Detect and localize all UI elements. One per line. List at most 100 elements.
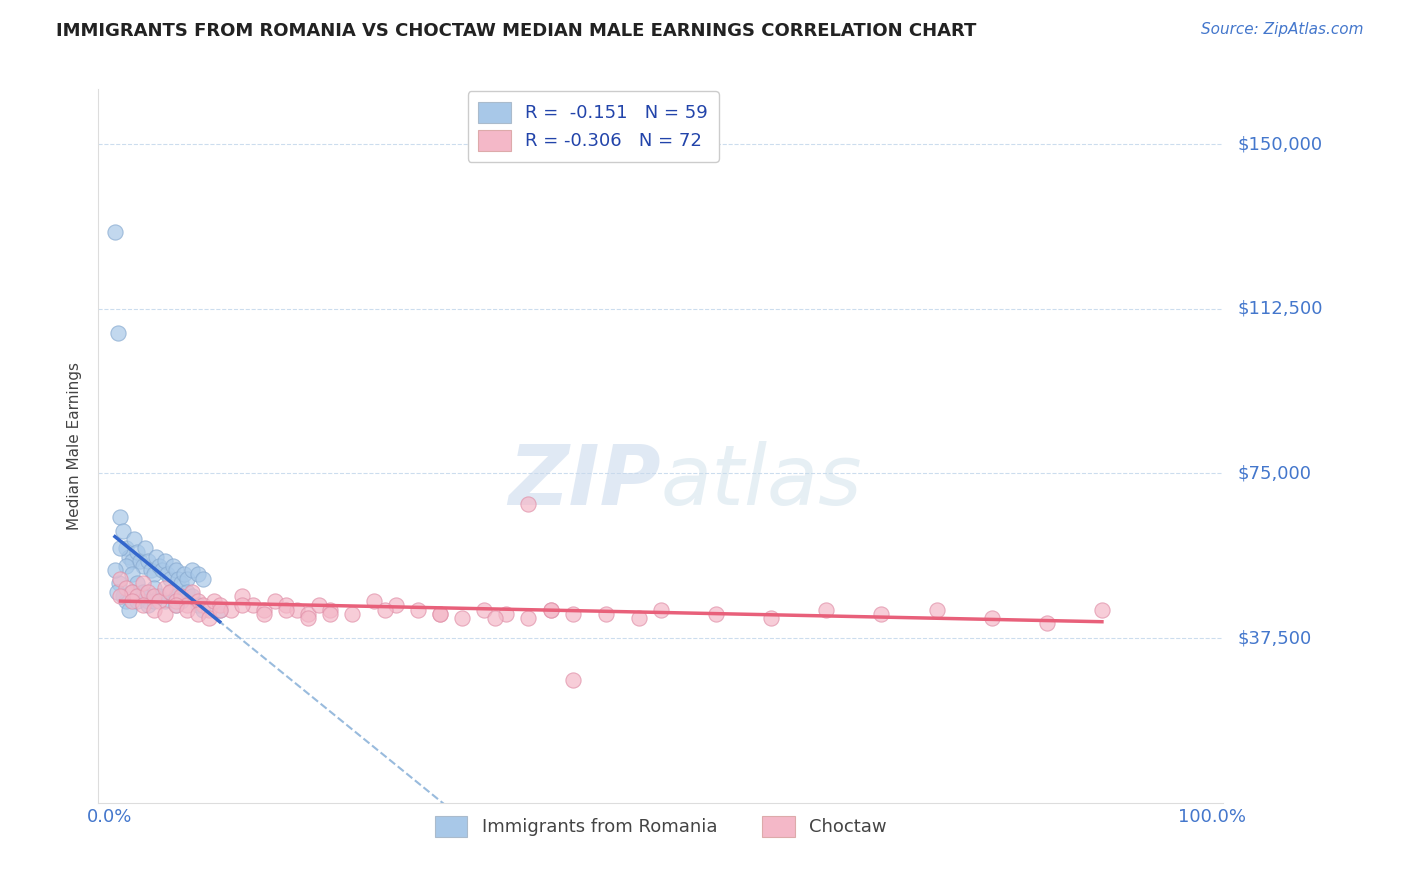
Point (170, 576, 193, 591)
Point (165, 563, 187, 577)
Point (121, 567, 143, 582)
Point (105, 585, 128, 599)
Point (129, 554, 152, 568)
Point (595, 607, 617, 621)
Point (145, 549, 167, 564)
Point (153, 607, 176, 621)
Point (263, 594, 285, 608)
Point (166, 572, 188, 586)
Point (159, 585, 181, 599)
Point (297, 611, 319, 625)
Point (193, 572, 215, 586)
Point (253, 602, 276, 616)
Point (340, 607, 363, 621)
Point (627, 611, 650, 625)
Point (122, 533, 145, 547)
Point (181, 590, 204, 604)
Point (1036, 615, 1059, 630)
Point (870, 607, 893, 621)
Point (173, 567, 195, 582)
Point (142, 594, 165, 608)
Text: atlas: atlas (661, 442, 862, 522)
Point (484, 611, 506, 625)
Point (176, 602, 198, 616)
Point (187, 594, 209, 608)
Point (108, 576, 131, 591)
Point (1091, 602, 1114, 616)
Point (181, 585, 204, 599)
Point (115, 594, 138, 608)
Point (561, 607, 583, 621)
Text: $112,500: $112,500 (1237, 300, 1323, 318)
Point (110, 572, 132, 586)
Point (242, 598, 264, 612)
Point (474, 602, 496, 616)
Point (319, 607, 342, 621)
Point (187, 567, 209, 582)
Point (540, 602, 562, 616)
Point (319, 602, 342, 616)
Point (704, 607, 727, 621)
Point (104, 225, 127, 239)
Point (121, 585, 143, 599)
Point (131, 590, 153, 604)
Point (156, 567, 179, 582)
Point (451, 611, 474, 625)
Point (115, 541, 138, 555)
Point (136, 554, 159, 568)
Point (176, 598, 198, 612)
Point (495, 607, 517, 621)
Point (197, 602, 219, 616)
Point (142, 590, 165, 604)
Point (181, 563, 204, 577)
Point (202, 594, 225, 608)
Point (125, 576, 148, 591)
Point (125, 594, 148, 608)
Point (187, 607, 209, 621)
Point (107, 326, 129, 340)
Point (110, 541, 132, 555)
Point (170, 594, 193, 608)
Point (141, 563, 163, 577)
Point (165, 590, 187, 604)
Text: Source: ZipAtlas.com: Source: ZipAtlas.com (1201, 22, 1364, 37)
Point (159, 585, 181, 599)
Point (131, 585, 153, 599)
Y-axis label: Median Male Earnings: Median Male Earnings (67, 362, 83, 530)
Point (759, 611, 782, 625)
Text: $75,000: $75,000 (1237, 465, 1312, 483)
Point (274, 602, 297, 616)
Point (136, 598, 159, 612)
Point (121, 585, 143, 599)
Point (374, 602, 396, 616)
Point (148, 590, 170, 604)
Point (540, 602, 562, 616)
Point (363, 594, 385, 608)
Point (111, 590, 134, 604)
Point (274, 598, 297, 612)
Point (159, 572, 181, 586)
Point (285, 602, 308, 616)
Point (162, 558, 184, 573)
Text: $37,500: $37,500 (1237, 629, 1312, 647)
Point (131, 576, 153, 591)
Point (208, 598, 231, 612)
Point (650, 602, 672, 616)
Point (517, 611, 540, 625)
Point (815, 602, 838, 616)
Point (131, 598, 153, 612)
Point (142, 567, 165, 582)
Point (125, 545, 148, 559)
Point (165, 598, 187, 612)
Point (193, 602, 215, 616)
Legend: Immigrants from Romania, Choctaw: Immigrants from Romania, Choctaw (427, 808, 894, 844)
Point (153, 594, 176, 608)
Point (153, 554, 176, 568)
Point (115, 581, 138, 595)
Point (193, 598, 215, 612)
Point (170, 590, 193, 604)
Point (406, 602, 429, 616)
Point (253, 607, 276, 621)
Point (980, 611, 1002, 625)
Point (297, 607, 319, 621)
